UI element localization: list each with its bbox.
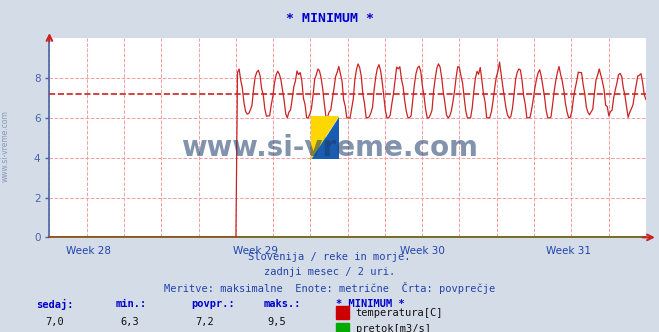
Text: temperatura[C]: temperatura[C] [356,308,444,318]
Text: * MINIMUM *: * MINIMUM * [336,299,405,309]
Text: 6,3: 6,3 [121,317,139,327]
Text: maks.:: maks.: [264,299,301,309]
Text: pretok[m3/s]: pretok[m3/s] [356,324,431,332]
Polygon shape [311,116,339,159]
Text: * MINIMUM *: * MINIMUM * [285,12,374,25]
Text: Meritve: maksimalne  Enote: metrične  Črta: povprečje: Meritve: maksimalne Enote: metrične Črta… [164,282,495,293]
Polygon shape [312,117,339,159]
Text: 7,2: 7,2 [195,317,214,327]
Text: Slovenija / reke in morje.: Slovenija / reke in morje. [248,252,411,262]
Text: 9,5: 9,5 [268,317,286,327]
Text: sedaj:: sedaj: [36,299,74,310]
Text: 7,0: 7,0 [45,317,63,327]
Polygon shape [311,116,338,158]
Text: min.:: min.: [115,299,146,309]
Text: povpr.:: povpr.: [191,299,235,309]
Text: www.si-vreme.com: www.si-vreme.com [181,134,478,162]
Text: zadnji mesec / 2 uri.: zadnji mesec / 2 uri. [264,267,395,277]
Text: www.si-vreme.com: www.si-vreme.com [1,110,10,182]
